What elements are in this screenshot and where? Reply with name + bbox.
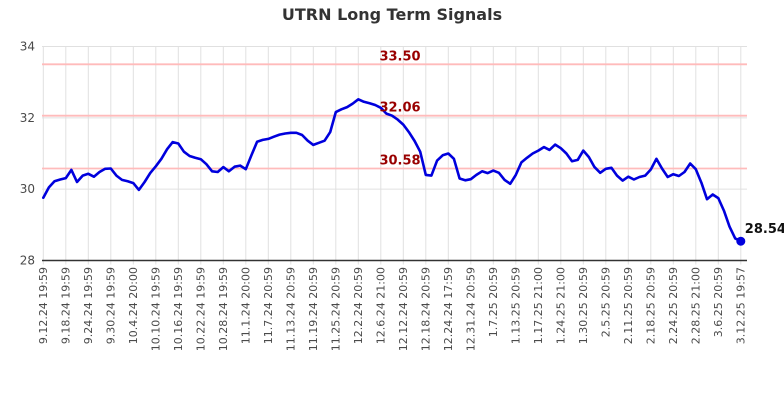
chart-title: UTRN Long Term Signals — [281, 5, 503, 24]
y-tick-label: 32 — [20, 111, 35, 125]
x-tick-label: 3.12.25 19:57 — [734, 267, 747, 344]
x-tick-label: 11.13.24 20:59 — [284, 267, 297, 351]
signal-label-32.06: 32.06 — [379, 101, 420, 116]
y-tick-label: 28 — [20, 254, 35, 268]
x-tick-label: 2.5.25 20:59 — [599, 267, 612, 337]
price-line — [42, 98, 743, 243]
last-price-label: 28.54 — [745, 222, 784, 237]
y-tick-label: 30 — [20, 182, 35, 196]
x-tick-label: 1.17.25 21:00 — [532, 267, 545, 344]
x-tick-label: 9.18.24 19:59 — [59, 267, 72, 344]
x-tick-label: 11.19.24 20:59 — [307, 267, 320, 351]
x-tick-label: 2.24.25 20:59 — [667, 267, 680, 344]
x-tick-label: 10.4.24 20:00 — [127, 267, 140, 344]
x-tick-label: 10.16.24 19:59 — [172, 267, 185, 351]
x-tick-label: 9.30.24 19:59 — [104, 267, 117, 344]
x-tick-label: 9.12.24 19:59 — [37, 267, 50, 344]
x-tick-label: 2.18.25 20:59 — [644, 267, 657, 344]
x-tick-label: 1.30.25 20:59 — [577, 267, 590, 344]
x-tick-label: 12.24.24 17:59 — [442, 267, 455, 351]
x-tick-label: 10.22.24 19:59 — [194, 267, 207, 351]
x-tick-label: 12.31.24 20:59 — [464, 267, 477, 351]
x-tick-label: 3.6.25 20:59 — [712, 267, 725, 337]
x-tick-label: 2.28.25 21:00 — [689, 267, 702, 344]
last-point-dot — [736, 236, 746, 246]
signal-label-33.50: 33.50 — [379, 49, 420, 64]
x-tick-label: 12.12.24 20:59 — [397, 267, 410, 351]
x-tick-label: 1.24.25 21:00 — [554, 267, 567, 344]
x-tick-label: 12.6.24 21:00 — [374, 267, 387, 344]
signal-label-30.58: 30.58 — [379, 153, 420, 168]
x-tick-label: 9.24.24 19:59 — [82, 267, 95, 344]
y-tick-label: 34 — [20, 40, 35, 54]
x-tick-label: 11.1.24 20:00 — [239, 267, 252, 344]
x-tick-label: 1.7.25 20:59 — [487, 267, 500, 337]
x-tick-label: 10.28.24 19:59 — [217, 267, 230, 351]
x-tick-label: 2.11.25 20:59 — [622, 267, 635, 344]
x-tick-label: 10.10.24 19:59 — [149, 267, 162, 351]
x-tick-label: 12.18.24 20:59 — [419, 267, 432, 351]
x-tick-label: 11.25.24 20:59 — [329, 267, 342, 351]
x-tick-label: 11.7.24 20:59 — [262, 267, 275, 344]
x-tick-label: 12.2.24 20:59 — [352, 267, 365, 344]
x-tick-label: 1.13.25 20:59 — [509, 267, 522, 344]
